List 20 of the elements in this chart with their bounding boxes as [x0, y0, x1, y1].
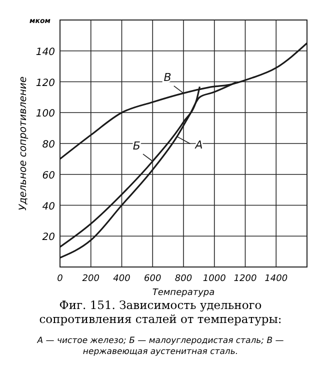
x-tick-label: 400 — [113, 274, 131, 284]
y-tick-label: 80 — [42, 140, 55, 150]
text: А — чистое железо; Б — малоуглеродистая сталь; В — нержавеющая аустенитная сталь. — [36, 336, 284, 357]
x-tick-label: 200 — [82, 274, 100, 284]
y-tick-label: 40 — [42, 201, 55, 212]
x-axis-title: Температура — [152, 288, 215, 298]
y-tick-label: 120 — [36, 78, 55, 89]
y-axis-title: Удельное сопротивление — [18, 76, 29, 211]
x-tick-label: 1000 — [202, 274, 226, 284]
series-label: В — [164, 71, 172, 84]
y-tick-label: 140 — [36, 46, 55, 58]
x-tick-label: 1200 — [234, 274, 257, 284]
x-tick-label: 1400 — [264, 274, 288, 284]
y-tick-label: 60 — [42, 170, 55, 182]
x-tick-label: 0 — [57, 274, 64, 284]
x-tick-label: 600 — [144, 274, 162, 284]
y-tick-label: 100 — [36, 108, 55, 120]
y-tick-label: 20 — [42, 232, 55, 244]
x-tick-label: 800 — [174, 274, 192, 284]
text: Фиг. 151. Зависимость удельного сопротивления сталей от температуры: — [39, 298, 282, 326]
